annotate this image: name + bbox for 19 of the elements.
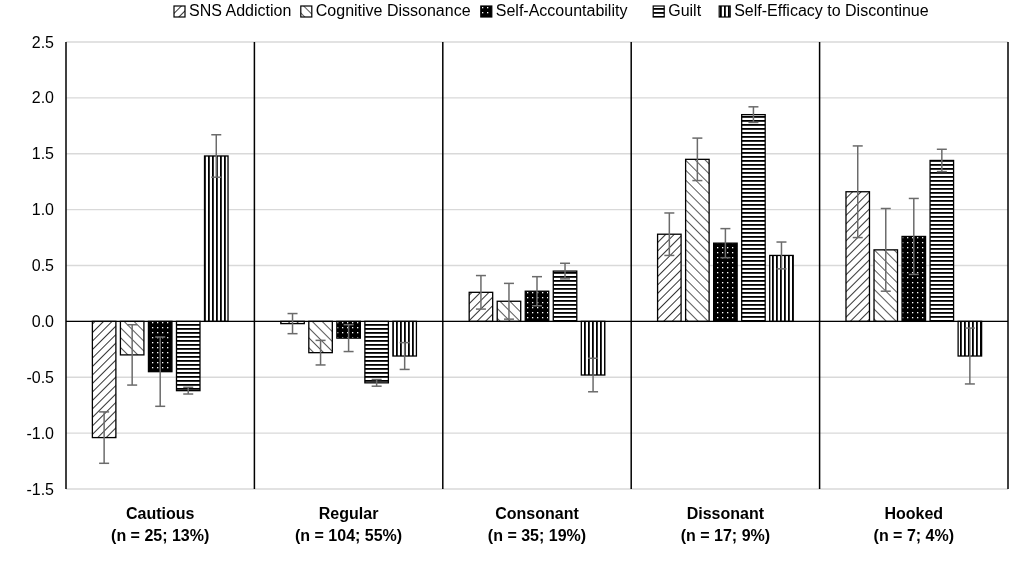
x-tick-label: Consonant (n = 35; 19%) (487, 505, 587, 544)
x-tick-label: Hooked (n = 7; 4%) (873, 505, 955, 544)
x-tick-label: Dissonant (n = 17; 9%) (680, 505, 771, 544)
y-tick-label: 0.5 (31, 257, 55, 275)
y-tick-label: -0.5 (26, 368, 55, 386)
y-tick-label: 2.0 (31, 89, 55, 107)
legend-label: SNS Addiction (189, 2, 292, 19)
legend-label: Guilt (668, 2, 702, 19)
x-tick-label: Regular (n = 104; 55%) (295, 505, 403, 544)
legend-label: Self-Efficacy to Discontinue (734, 2, 929, 19)
y-tick-label: 1.5 (31, 145, 55, 163)
legend-label: Cognitive Dissonance (315, 2, 471, 19)
y-tick-label: 2.5 (31, 33, 55, 51)
x-tick-label: Cautious (n = 25; 13%) (111, 505, 210, 544)
legend-label: Self-Accountability (495, 2, 628, 19)
y-tick-label: -1.0 (26, 424, 55, 442)
y-tick-label: 1.0 (31, 201, 55, 219)
y-tick-label: -1.5 (26, 480, 55, 498)
y-tick-label: 0.0 (31, 312, 55, 330)
